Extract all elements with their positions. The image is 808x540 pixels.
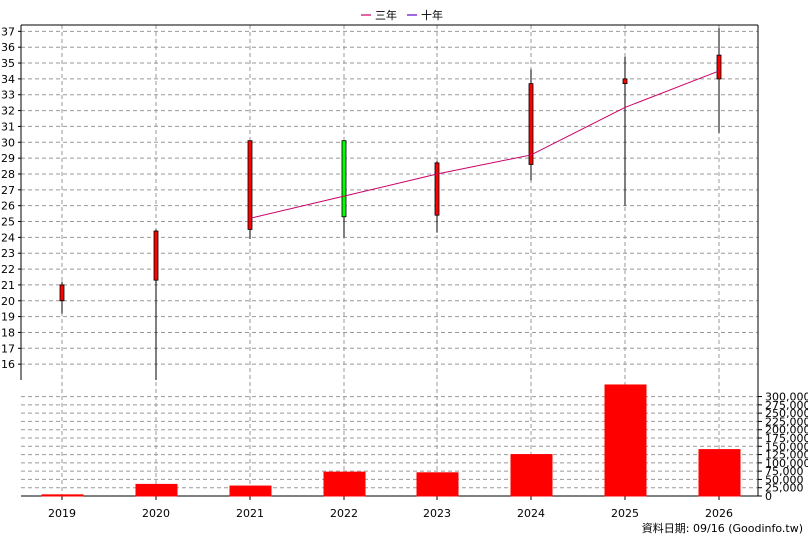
volume-tick-label: 175,000	[765, 432, 808, 445]
x-tick-label: 2026	[705, 507, 733, 520]
price-tick-label: 24	[1, 231, 15, 244]
volume-tick-label: 50,000	[765, 473, 804, 486]
price-tick-label: 21	[1, 279, 15, 292]
price-tick-label: 23	[1, 247, 15, 260]
volume-tick-label: 0	[765, 490, 772, 503]
price-tick-label: 16	[1, 358, 15, 371]
volume-bar	[41, 494, 84, 497]
price-tick-label: 34	[1, 73, 15, 86]
volume-tick-label: 125,000	[765, 449, 808, 462]
volume-bar	[510, 454, 553, 497]
price-tick-label: 37	[1, 25, 15, 38]
price-axis: 16 17 18 19 20 21 22 23 24 25 26 27 28 29 30 31 32 33 34 35…	[1, 25, 21, 371]
x-tick-label: 2021	[236, 507, 264, 520]
price-tick-label: 27	[1, 184, 15, 197]
x-tick-label: 2022	[330, 507, 358, 520]
volume-tick-label: 250,000	[765, 407, 808, 420]
legend-label: 十年	[421, 8, 443, 22]
volume-bar	[135, 483, 178, 497]
price-tick-label: 30	[1, 136, 15, 149]
series-line	[249, 70, 720, 219]
volume-gridlines	[21, 396, 758, 497]
chart-legend: 三年 十年	[361, 8, 443, 22]
moving-average-lines	[249, 70, 720, 219]
price-tick-label: 19	[1, 311, 15, 324]
volume-bars	[41, 384, 741, 497]
price-tick-label: 35	[1, 57, 15, 70]
volume-tick-label: 275,000	[765, 399, 808, 412]
x-tick-label: 2020	[142, 507, 170, 520]
candle-body	[434, 162, 440, 216]
candle-body	[622, 78, 628, 85]
plot-frame	[20, 24, 759, 497]
price-tick-label: 26	[1, 200, 15, 213]
price-tick-label: 28	[1, 168, 15, 181]
price-tick-label: 20	[1, 295, 15, 308]
volume-bar	[604, 384, 647, 497]
volume-bar	[323, 471, 366, 497]
price-tick-label: 18	[1, 326, 15, 339]
volume-tick-label: 25,000	[765, 482, 804, 495]
x-tick-label: 2023	[423, 507, 451, 520]
legend-label: 三年	[375, 8, 397, 22]
price-tick-label: 29	[1, 152, 15, 165]
x-tick-label: 2019	[48, 507, 76, 520]
volume-tick-label: 75,000	[765, 465, 804, 478]
volume-bar	[698, 449, 741, 497]
volume-tick-label: 100,000	[765, 457, 808, 470]
x-tick-label: 2025	[611, 507, 639, 520]
price-tick-label: 22	[1, 263, 15, 276]
price-tick-label: 17	[1, 342, 15, 355]
price-tick-label: 31	[1, 120, 15, 133]
candle-body	[341, 140, 347, 218]
candle-body	[528, 83, 534, 165]
candlesticks	[59, 28, 722, 380]
volume-tick-label: 200,000	[765, 424, 808, 437]
price-tick-label: 25	[1, 216, 15, 229]
price-gridlines	[21, 30, 758, 365]
price-tick-label: 32	[1, 105, 15, 118]
candle-body	[247, 140, 253, 230]
x-tick-label: 2024	[517, 507, 545, 520]
volume-tick-label: 225,000	[765, 415, 808, 428]
candle-body	[59, 284, 65, 302]
volume-tick-label: 150,000	[765, 440, 808, 453]
volume-bar	[229, 485, 272, 497]
volume-bar	[416, 472, 459, 497]
price-tick-label: 36	[1, 41, 15, 54]
candle-body	[716, 54, 722, 80]
x-axis: 2019 2020 2021 2022 2023 2024 2025 2026	[48, 496, 733, 520]
volume-tick-label: 300,000	[765, 391, 808, 404]
candle-body	[153, 230, 159, 281]
volume-axis: 025,00050,00075,000100,000125,000150,000…	[758, 391, 808, 503]
price-tick-label: 33	[1, 89, 15, 102]
data-date-footer: 資料日期: 09/16 (Goodinfo.tw)	[642, 521, 803, 535]
